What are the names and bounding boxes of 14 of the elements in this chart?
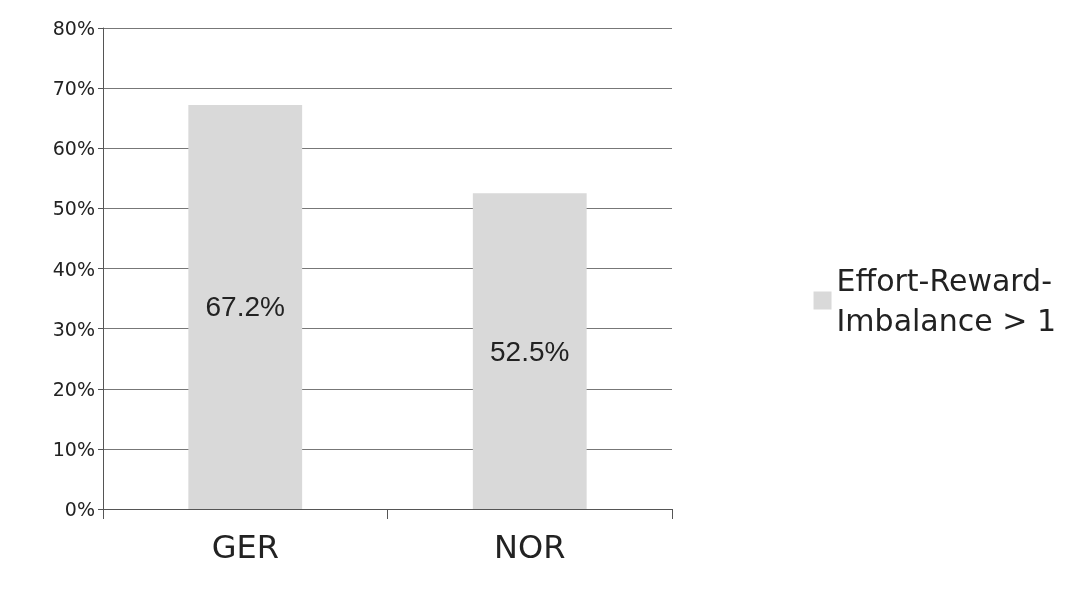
y-tick-label: 10%	[52, 437, 95, 460]
y-tick-label: 20%	[52, 377, 95, 400]
y-tick-label: 70%	[52, 77, 95, 100]
y-tick-label: 0%	[64, 498, 95, 520]
y-tick-label: 40%	[52, 257, 95, 280]
x-tick-label: GER	[211, 528, 279, 566]
data-label: 52.5%	[490, 335, 570, 367]
legend-label: Effort-Reward-Imbalance > 1	[836, 263, 1057, 338]
y-tick-label: 60%	[52, 137, 95, 160]
y-tick-label: 30%	[52, 317, 95, 340]
x-tick-label: NOR	[494, 528, 566, 566]
y-tick-label: 80%	[52, 17, 95, 39]
y-tick-label: 50%	[52, 197, 95, 220]
data-label: 67.2%	[205, 291, 285, 323]
